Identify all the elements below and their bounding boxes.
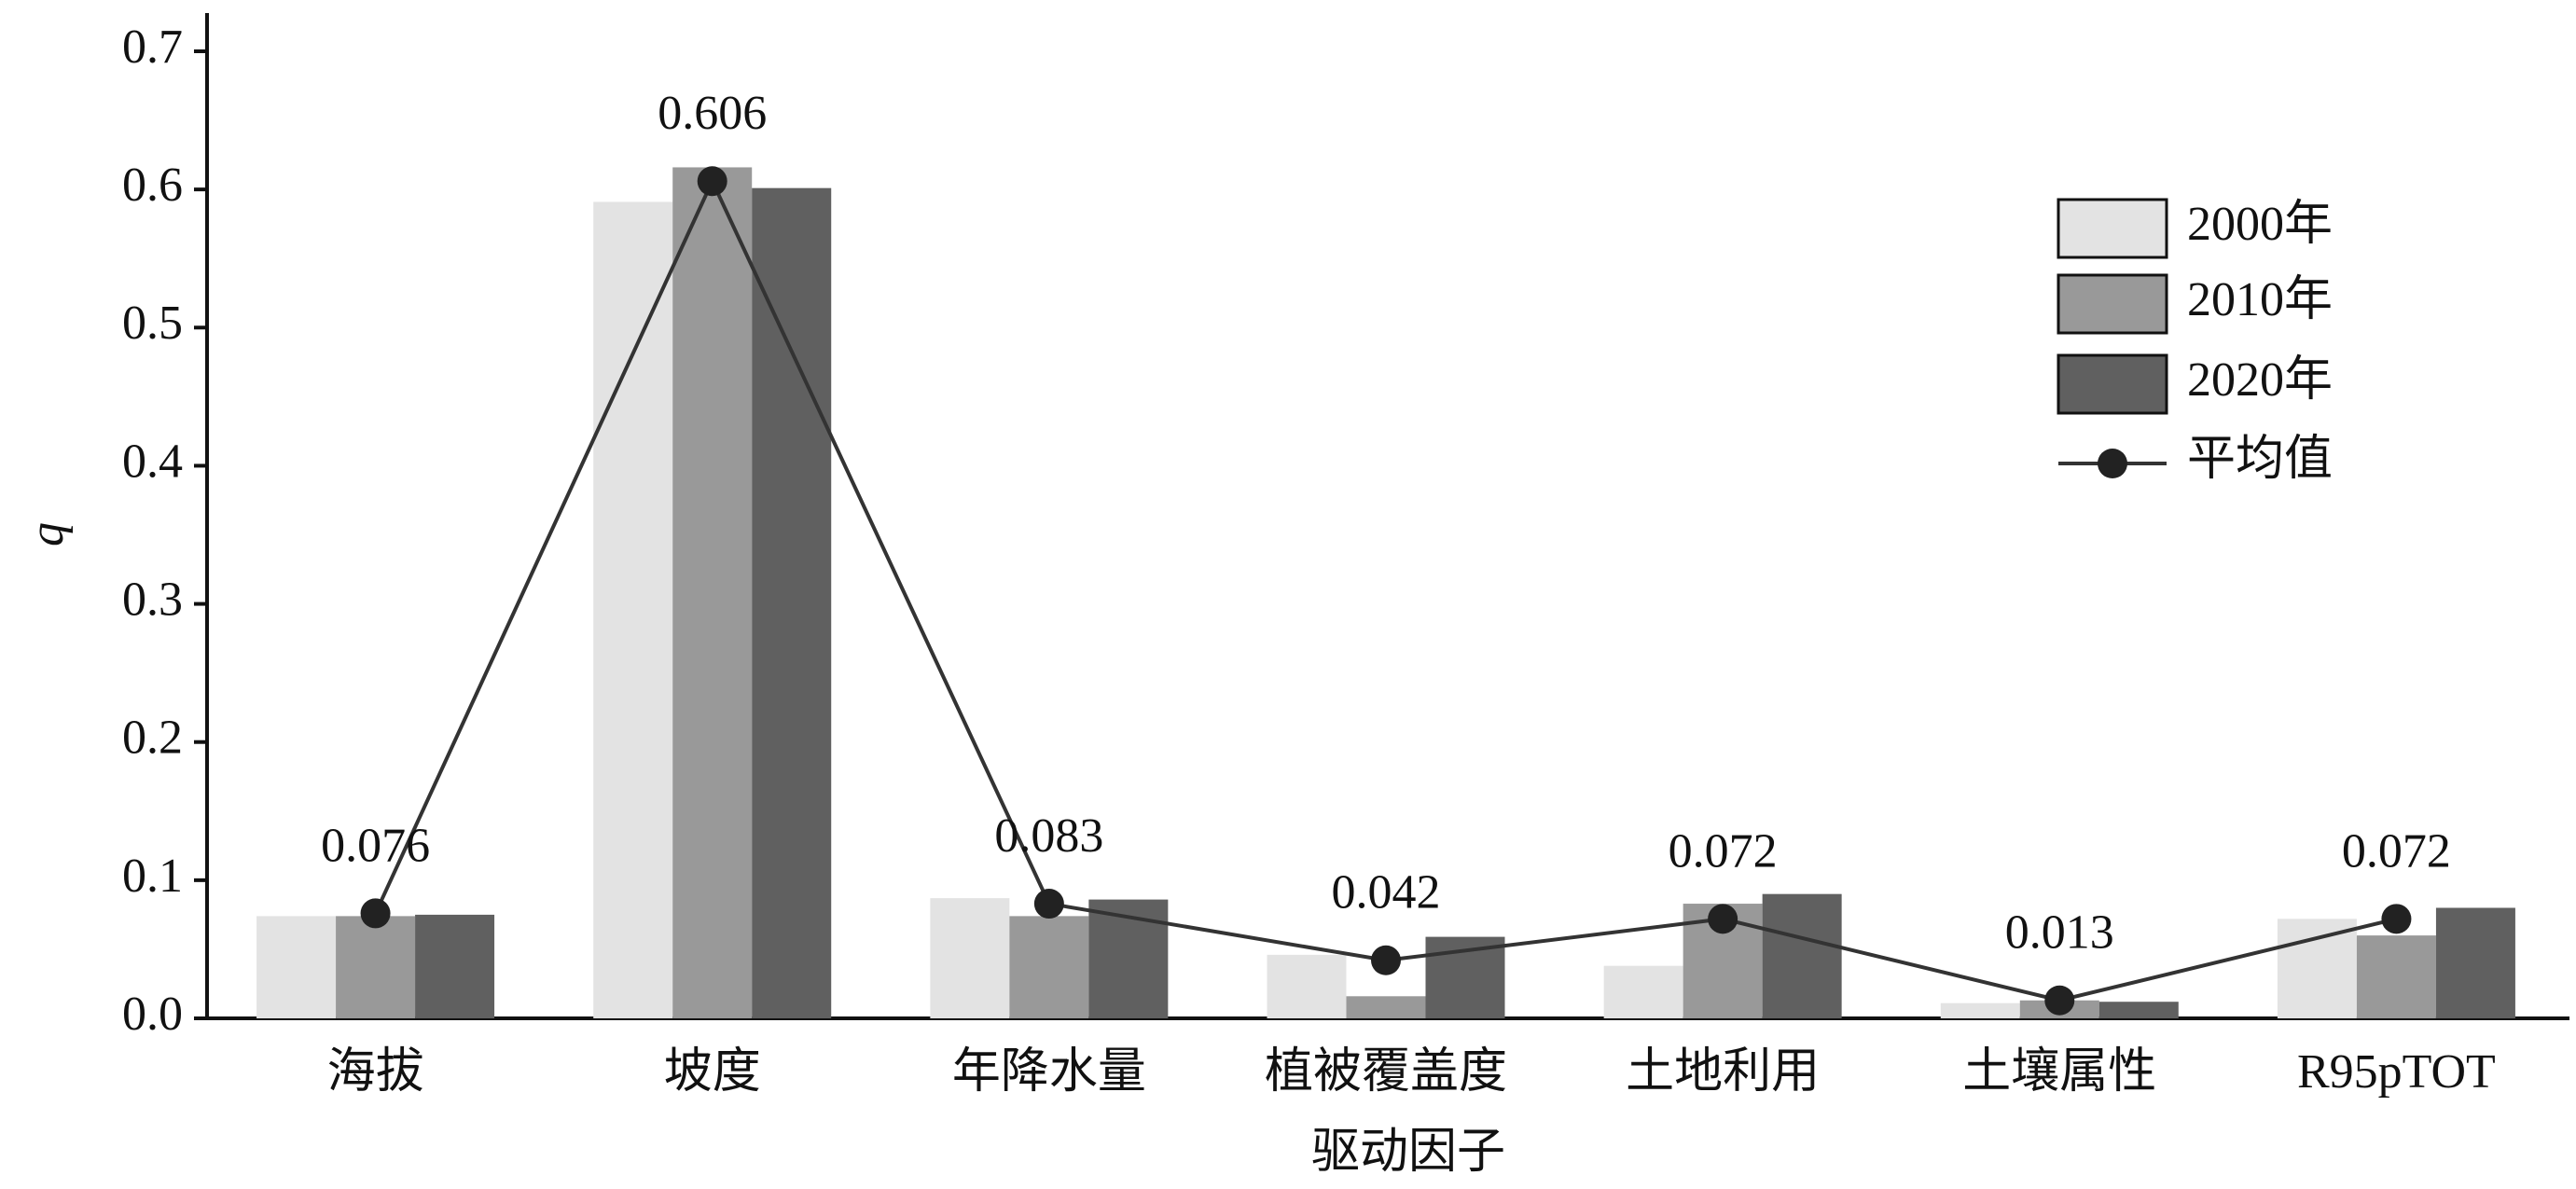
mean-marker (2044, 985, 2075, 1016)
legend-swatch (2057, 198, 2168, 259)
bar (1009, 916, 1089, 1018)
x-tick-label: 海拔 (327, 1045, 424, 1099)
y-tick-label: 0.3 (122, 574, 183, 627)
data-label: 0.083 (994, 809, 1103, 863)
y-tick-label: 0.5 (122, 297, 183, 350)
y-tick-label: 0.7 (122, 21, 183, 74)
bar (752, 187, 832, 1018)
x-tick-label: 年降水量 (952, 1045, 1146, 1099)
bar (415, 914, 495, 1018)
bar (930, 898, 1010, 1018)
bar (2435, 907, 2515, 1018)
y-tick-label: 0.0 (122, 988, 183, 1041)
data-label: 0.013 (2005, 906, 2114, 960)
bar (2277, 919, 2357, 1018)
bar (1267, 954, 1347, 1018)
y-tick-label: 0.2 (122, 712, 183, 765)
data-label: 0.606 (658, 87, 767, 140)
bar (1940, 1002, 2020, 1018)
y-axis-label: q (21, 522, 74, 546)
data-label: 0.072 (2342, 824, 2451, 878)
legend-label: 2000年 (2187, 198, 2333, 251)
bar (672, 167, 753, 1018)
bar (336, 916, 416, 1018)
legend-label: 平均值 (2187, 433, 2333, 486)
mean-marker (2381, 904, 2412, 934)
legend-swatch (2057, 273, 2168, 335)
bar (1346, 996, 1426, 1018)
mean-marker (1033, 889, 1064, 919)
mean-marker (1371, 945, 1401, 975)
bar (1088, 899, 1169, 1018)
legend-label: 2020年 (2187, 353, 2333, 407)
mean-marker (697, 166, 727, 197)
x-axis-label: 驱动因子 (1311, 1126, 1505, 1179)
mean-marker (1708, 904, 1738, 934)
y-tick-label: 0.4 (122, 435, 183, 488)
bar (593, 201, 673, 1018)
x-tick-label: 坡度 (664, 1045, 761, 1099)
data-label: 0.042 (1332, 866, 1441, 919)
legend-marker (2098, 449, 2127, 478)
x-tick-label: 植被覆盖度 (1265, 1045, 1507, 1099)
mean-marker (360, 898, 391, 929)
bar (2098, 1002, 2179, 1018)
x-tick-label: 土壤属性 (1962, 1045, 2156, 1099)
data-label: 0.076 (321, 819, 430, 872)
y-tick-label: 0.6 (122, 159, 183, 212)
legend-label: 2010年 (2187, 273, 2333, 326)
x-tick-label: 土地利用 (1626, 1045, 1820, 1099)
y-tick-label: 0.1 (122, 850, 183, 903)
data-label: 0.072 (1669, 824, 1778, 878)
bar (2356, 935, 2436, 1018)
x-tick-label: R95pTOT (2297, 1045, 2496, 1099)
bar (1762, 893, 1842, 1018)
legend-swatch (2057, 353, 2168, 415)
bar (1603, 965, 1683, 1018)
bar (256, 916, 337, 1018)
